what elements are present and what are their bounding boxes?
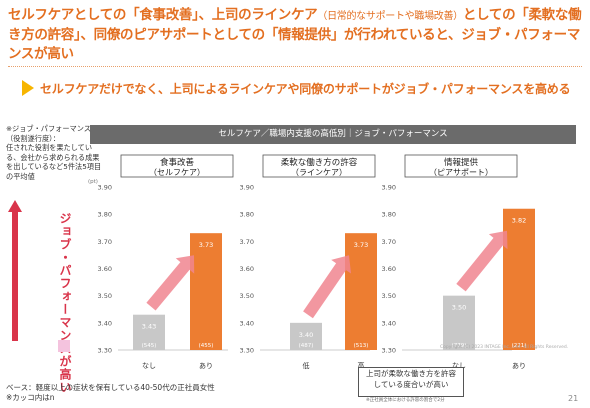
n-label-2-1: (221) xyxy=(512,343,527,349)
n-label-1-0: (487) xyxy=(299,343,314,349)
chart-title-box-0 xyxy=(120,154,234,178)
title-part-1-sub: （日常的なサポートや職場改善） xyxy=(317,11,463,22)
value-label-1-0: 3.40 xyxy=(299,331,313,339)
title-divider xyxy=(8,66,582,67)
y-tick-0-2: 3.50 xyxy=(98,292,112,300)
value-label-0-0: 3.43 xyxy=(142,323,156,331)
n-label-0-1: (455) xyxy=(199,343,214,349)
page-title: セルフケアとしての「食事改善」、上司のラインケア（日常的なサポートや職場改善）と… xyxy=(8,6,584,64)
chart-unit-0: (pt) xyxy=(88,179,98,185)
chart-subtitle-1: （ラインケア） xyxy=(291,168,347,177)
title-part-1: セルフケアとしての「食事改善」、上司のラインケア xyxy=(8,7,318,23)
n-label-2-0: (779) xyxy=(452,343,467,349)
y-tick-2-3: 3.60 xyxy=(382,265,396,273)
chart-title-box-2 xyxy=(404,154,518,178)
callout-footnote: ※正社員全体における許容の割合で2分 xyxy=(366,398,445,403)
category-label-0-0: なし xyxy=(142,362,156,370)
y-tick-2-0: 3.30 xyxy=(382,347,396,355)
n-label-1-1: (513) xyxy=(354,343,369,349)
category-label-2-1: あり xyxy=(512,362,526,370)
up-arrow-shaft xyxy=(12,211,18,341)
arrow-right-icon xyxy=(22,80,34,96)
y-tick-2-5: 3.80 xyxy=(382,211,396,219)
chart-subtitle-0: （セルフケア） xyxy=(149,168,205,177)
up-arrow-icon xyxy=(8,200,22,212)
y-tick-1-5: 3.80 xyxy=(240,211,254,219)
category-label-0-1: あり xyxy=(199,362,213,370)
y-tick-0-3: 3.60 xyxy=(98,265,112,273)
y-tick-1-3: 3.60 xyxy=(240,265,254,273)
callout-line-1: 上司が柔軟な働き方を許容 xyxy=(366,369,456,378)
y-tick-0-6: 3.90 xyxy=(98,184,112,192)
y-tick-1-4: 3.70 xyxy=(240,238,254,246)
base-note-line-2: ※カッコ内はn xyxy=(6,393,55,402)
bar-0-1 xyxy=(190,233,222,350)
trend-arrow-icon-2 xyxy=(456,230,508,292)
callout-line-2: している度合いが高い xyxy=(373,380,449,389)
y-tick-2-1: 3.40 xyxy=(382,319,396,327)
chart-title-2: 情報提供 xyxy=(444,157,479,168)
value-label-0-1: 3.73 xyxy=(199,241,213,249)
pink-marker xyxy=(58,340,70,352)
panel-header: セルフケア／職場内支援の高低別｜ジョブ・パフォーマンス xyxy=(90,125,576,144)
bar-0-0 xyxy=(133,314,165,350)
y-tick-1-6: 3.90 xyxy=(240,184,254,192)
y-tick-0-1: 3.40 xyxy=(98,319,112,327)
category-label-2-0: なし xyxy=(452,362,466,370)
value-label-1-1: 3.73 xyxy=(354,241,368,249)
definition-note: ※ジョブ・パフォーマンス（役割遂行度）： 任された役割を果たしている、会社から求… xyxy=(6,124,102,181)
category-label-1-1: 高 xyxy=(358,361,365,370)
bar-1-1 xyxy=(345,233,377,350)
definition-note-body: 任された役割を果たしている、会社から求められる成果を出しているなど5件法5項目の… xyxy=(6,143,102,181)
chart-title-box-1 xyxy=(262,154,376,178)
value-label-2-0: 3.50 xyxy=(452,304,466,312)
trend-arrow-icon-0 xyxy=(146,255,195,311)
base-note-line-1: ベース：軽度以上の症状を保有している40-50代の正社員女性 xyxy=(6,383,215,392)
value-label-2-1: 3.82 xyxy=(512,217,526,225)
copyright: Copyright (C) 2023 INTAGE Inc., Ltd. All… xyxy=(440,345,569,350)
bar-2-0 xyxy=(443,295,475,350)
y-tick-1-2: 3.50 xyxy=(240,292,254,300)
y-tick-1-0: 3.30 xyxy=(240,347,254,355)
y-tick-1-1: 3.40 xyxy=(240,319,254,327)
chart-subtitle-2: （ピアサポート） xyxy=(429,168,493,177)
y-tick-0-4: 3.70 xyxy=(98,238,112,246)
title-part-2: としての「柔軟な働き方の許容」、同僚のピアサポートとしての「情報提供」が行われて… xyxy=(8,7,582,62)
y-tick-0-5: 3.80 xyxy=(98,211,112,219)
callout-box: 上司が柔軟な働き方を許容 している度合いが高い xyxy=(358,367,464,397)
trend-arrow-icon-1 xyxy=(303,255,351,319)
subheading: セルフケアだけでなく、上司によるラインケアや同僚のサポートがジョブ・パフォーマン… xyxy=(40,82,571,96)
base-note: ベース：軽度以上の症状を保有している40-50代の正社員女性 ※カッコ内はn xyxy=(6,383,215,403)
definition-note-title: ※ジョブ・パフォーマンス（役割遂行度）： xyxy=(6,124,91,143)
y-tick-0-0: 3.30 xyxy=(98,347,112,355)
chart-title-1: 柔軟な働き方の許容 xyxy=(281,157,358,168)
y-tick-2-4: 3.70 xyxy=(382,238,396,246)
y-tick-2-6: 3.90 xyxy=(382,184,396,192)
page-number: 21 xyxy=(568,394,579,403)
y-tick-2-2: 3.50 xyxy=(382,292,396,300)
bar-1-0 xyxy=(290,322,322,350)
n-label-0-0: (545) xyxy=(142,343,157,349)
category-label-1-0: 低 xyxy=(303,361,310,370)
chart-title-0: 食事改善 xyxy=(160,157,195,168)
bar-2-1 xyxy=(503,208,535,350)
